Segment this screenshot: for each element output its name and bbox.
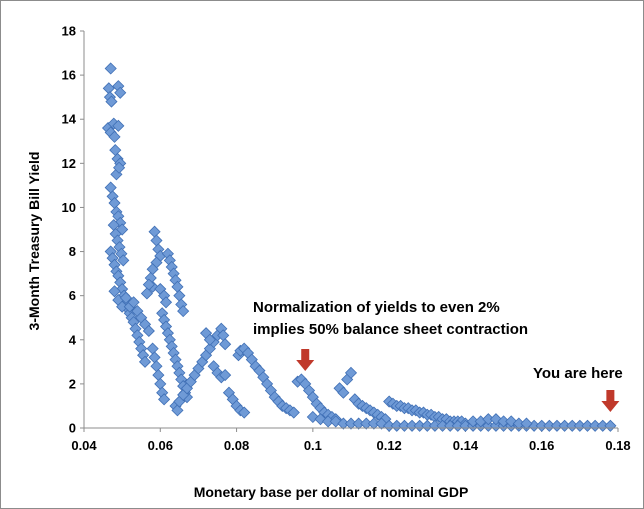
data-point bbox=[117, 254, 130, 267]
annotation-text: You are here bbox=[533, 365, 623, 382]
data-point bbox=[102, 82, 115, 95]
data-point bbox=[127, 296, 140, 309]
annotation-text: Normalization of yields to even 2% bbox=[253, 299, 500, 316]
y-tick-label: 4 bbox=[69, 332, 77, 347]
data-point bbox=[148, 351, 161, 364]
y-axis-ticks: 0 2 4 6 8 10 12 14 16 18 bbox=[62, 24, 84, 436]
y-tick-label: 14 bbox=[62, 112, 77, 127]
data-point bbox=[173, 289, 186, 302]
data-point bbox=[119, 291, 133, 304]
data-point bbox=[138, 355, 152, 368]
data-point bbox=[104, 62, 117, 75]
data-point bbox=[140, 287, 154, 300]
data-point bbox=[150, 360, 163, 373]
annotations: Normalization of yields to even 2% implie… bbox=[253, 299, 623, 412]
data-point bbox=[238, 406, 251, 419]
x-tick-label: 0.1 bbox=[304, 438, 322, 453]
y-tick-label: 12 bbox=[62, 156, 76, 171]
data-point bbox=[171, 404, 184, 417]
y-tick-label: 6 bbox=[69, 288, 76, 303]
data-point bbox=[146, 342, 159, 355]
x-tick-label: 0.04 bbox=[71, 438, 97, 453]
x-tick-label: 0.16 bbox=[529, 438, 554, 453]
data-point bbox=[142, 324, 155, 338]
data-points bbox=[101, 62, 617, 432]
x-axis-title: Monetary base per dollar of nominal GDP bbox=[194, 484, 469, 500]
data-point bbox=[108, 130, 121, 143]
data-point bbox=[344, 366, 358, 379]
data-point bbox=[108, 285, 121, 298]
data-point bbox=[104, 181, 117, 194]
data-point bbox=[148, 225, 161, 238]
y-axis-title: 3-Month Treasury Bill Yield bbox=[26, 152, 42, 331]
y-tick-label: 18 bbox=[62, 24, 76, 39]
y-tick-label: 0 bbox=[69, 421, 76, 436]
x-tick-label: 0.12 bbox=[376, 438, 401, 453]
data-point bbox=[158, 393, 171, 406]
x-tick-label: 0.18 bbox=[605, 438, 630, 453]
data-point bbox=[203, 333, 216, 346]
data-point bbox=[287, 406, 300, 419]
y-tick-label: 10 bbox=[62, 200, 76, 215]
data-point bbox=[604, 419, 617, 432]
x-tick-label: 0.08 bbox=[224, 438, 249, 453]
data-point bbox=[337, 386, 350, 399]
data-point bbox=[152, 369, 165, 382]
y-tick-label: 16 bbox=[62, 68, 76, 83]
annotation-arrow bbox=[601, 390, 620, 412]
data-point bbox=[219, 338, 232, 351]
data-point bbox=[112, 119, 125, 132]
data-point bbox=[154, 377, 167, 390]
data-point bbox=[219, 369, 232, 382]
data-point bbox=[520, 417, 533, 430]
x-tick-label: 0.14 bbox=[453, 438, 479, 453]
y-tick-label: 2 bbox=[69, 376, 76, 391]
data-point bbox=[109, 144, 122, 157]
x-tick-label: 0.06 bbox=[148, 438, 173, 453]
data-point bbox=[113, 161, 126, 174]
data-point bbox=[177, 305, 190, 318]
data-point bbox=[159, 296, 173, 309]
x-axis-ticks: 0.04 0.06 0.08 0.1 0.12 0.14 0.16 0.18 bbox=[71, 428, 631, 453]
annotation-arrow bbox=[296, 349, 315, 371]
data-point bbox=[105, 95, 118, 108]
data-point bbox=[150, 234, 163, 247]
data-point bbox=[114, 86, 127, 99]
annotation-text: implies 50% balance sheet contraction bbox=[253, 321, 528, 338]
y-tick-label: 8 bbox=[69, 244, 76, 259]
